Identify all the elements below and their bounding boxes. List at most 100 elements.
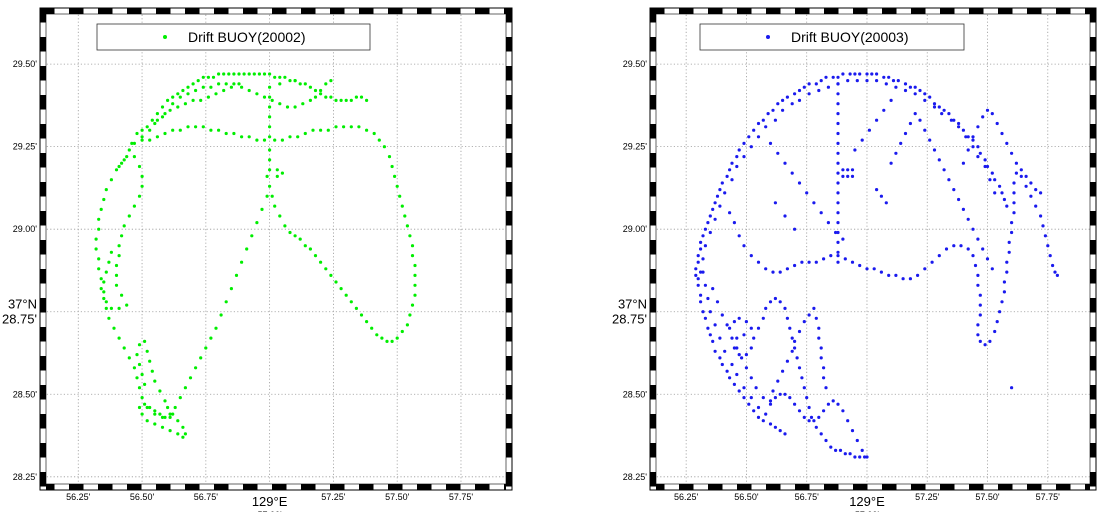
frame-segment-top (911, 8, 926, 14)
data-point (344, 98, 348, 102)
data-point (961, 128, 966, 132)
data-point (387, 155, 392, 159)
data-point (761, 316, 765, 320)
data-point (937, 105, 941, 109)
data-point (836, 191, 840, 195)
frame-segment-top (214, 8, 229, 14)
data-point (403, 214, 407, 218)
frame-segment-bottom (1056, 484, 1071, 490)
frame-segment-right (1090, 472, 1096, 487)
frame-segment-bottom (475, 484, 490, 490)
frame-segment-left (40, 312, 46, 327)
data-point (206, 95, 210, 99)
frame-segment-right (506, 196, 512, 211)
data-point (882, 75, 886, 79)
data-point (802, 85, 806, 89)
data-point (711, 287, 715, 291)
data-point (395, 336, 399, 340)
data-point (135, 131, 139, 136)
data-point (778, 270, 782, 274)
data-point (971, 254, 975, 258)
frame-segment-top (838, 8, 853, 14)
data-point (942, 168, 946, 172)
frame-segment-bottom (54, 484, 69, 490)
data-point (104, 300, 108, 304)
data-point (822, 409, 826, 413)
frame-segment-left (40, 153, 46, 168)
data-point (817, 88, 821, 93)
frame-segment-left (40, 283, 46, 298)
frame-segment-top (286, 8, 301, 14)
frame-segment-top (489, 8, 504, 14)
legend-box (699, 23, 965, 51)
data-point (117, 244, 121, 248)
data-point (390, 164, 394, 169)
y-center-degree-label: 37°N (8, 297, 37, 312)
data-point (976, 237, 980, 241)
frame-segment-top (272, 8, 287, 14)
data-point (145, 125, 149, 129)
data-point (130, 141, 134, 145)
frame-segment-bottom (69, 484, 84, 490)
data-point (790, 349, 794, 353)
x-tick-label: 56.25' (674, 492, 699, 502)
data-point (711, 339, 715, 343)
data-point (708, 310, 712, 314)
frame-segment-top (766, 8, 781, 14)
data-point (201, 75, 205, 79)
data-point (937, 158, 941, 162)
frame-segment-right (1090, 486, 1096, 490)
data-point (817, 415, 821, 419)
data-point (132, 366, 136, 370)
data-point (188, 376, 193, 380)
data-point (176, 432, 180, 436)
data-point (785, 316, 790, 320)
frame-segment-right (506, 486, 512, 490)
data-point (701, 310, 705, 314)
y-center-degree-label: 37°N (618, 297, 647, 312)
frame-segment-bottom (867, 484, 882, 490)
data-point (102, 290, 106, 294)
data-point (183, 432, 187, 436)
frame-segment-right (1090, 312, 1096, 327)
data-point (94, 237, 98, 241)
data-point (280, 138, 284, 142)
data-point (875, 188, 879, 192)
frame-segment-left (40, 457, 46, 472)
data-point (308, 85, 312, 89)
data-point (814, 425, 818, 429)
data-point (855, 438, 859, 443)
data-point (357, 125, 361, 129)
data-point (168, 108, 172, 112)
frame-segment-top (867, 8, 882, 14)
x-center-degree-label: 129°E (849, 494, 885, 509)
frame-segment-top (156, 8, 171, 14)
frame-segment-top (446, 8, 461, 14)
data-point (737, 316, 741, 320)
data-point (102, 197, 106, 202)
data-point (841, 409, 845, 413)
data-point (137, 164, 142, 169)
data-point (217, 128, 221, 132)
data-point (850, 168, 855, 172)
frame-segment-bottom (431, 484, 446, 490)
data-point (961, 207, 966, 211)
data-point (841, 168, 845, 172)
data-point (227, 72, 231, 76)
frame-segment-top (983, 8, 998, 14)
data-point (405, 224, 409, 228)
data-point (985, 164, 990, 169)
data-point (913, 112, 917, 116)
data-point (814, 260, 818, 264)
data-point (752, 128, 756, 132)
data-point (224, 300, 228, 304)
frame-segment-left (40, 428, 46, 443)
data-point (1002, 280, 1007, 284)
data-point (171, 128, 175, 132)
data-point (1043, 234, 1047, 238)
frame-segment-right (1090, 51, 1096, 66)
frame-segment-top (112, 8, 127, 14)
data-point (1012, 201, 1016, 205)
data-point (993, 178, 997, 182)
data-point (773, 396, 778, 400)
